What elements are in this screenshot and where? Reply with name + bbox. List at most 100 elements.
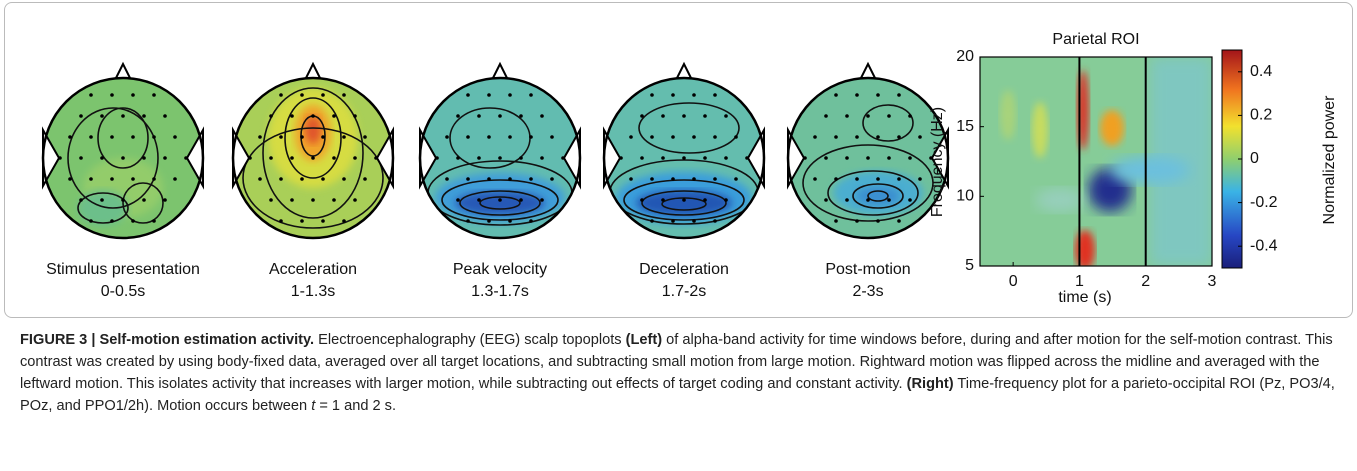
electrode (650, 177, 654, 181)
electrode (173, 135, 177, 139)
electrode (724, 114, 728, 118)
contour (262, 87, 364, 219)
electrode (363, 135, 367, 139)
contour (77, 192, 129, 224)
contour (827, 170, 919, 216)
electrode (529, 135, 533, 139)
electrode (269, 198, 273, 202)
electrode (487, 219, 491, 223)
electrode (876, 219, 880, 223)
electrode (866, 198, 870, 202)
electrode (466, 177, 470, 181)
electrode (456, 198, 460, 202)
topoplot: Acceleration 1-1.3s (231, 61, 395, 300)
electrode (897, 177, 901, 181)
topoplot-label: Peak velocity (453, 261, 547, 278)
electrode (142, 156, 146, 160)
electrode (498, 198, 502, 202)
electrode (671, 219, 675, 223)
caption-text: = 1 and 2 s. (315, 398, 397, 414)
scalp-map (43, 78, 203, 238)
electrode (110, 135, 114, 139)
electrode (300, 135, 304, 139)
electrode (79, 156, 83, 160)
electrode (456, 156, 460, 160)
electrode (540, 114, 544, 118)
electrode (445, 177, 449, 181)
topoplot: Stimulus presentation 0-0.5s (41, 61, 205, 300)
electrode (540, 198, 544, 202)
electrode (321, 219, 325, 223)
y-tick-label: 20 (956, 48, 974, 65)
electrode (152, 93, 156, 97)
electrode (508, 93, 512, 97)
electrode (131, 135, 135, 139)
topoplot: Post-motion 2-3s (786, 61, 950, 300)
caption-italic: t (311, 398, 316, 414)
electrode (332, 114, 336, 118)
electrode (100, 198, 104, 202)
electrode (142, 198, 146, 202)
colorbar-tick-label: 0 (1250, 150, 1259, 167)
electrode (79, 198, 83, 202)
electrode (342, 219, 346, 223)
contour (479, 196, 521, 210)
electrode (713, 219, 717, 223)
electrode (845, 156, 849, 160)
x-tick-label: 3 (1208, 273, 1217, 290)
contour (242, 127, 384, 229)
electrode (661, 156, 665, 160)
electrode (131, 93, 135, 97)
electrode (498, 114, 502, 118)
electrode (834, 93, 838, 97)
electrode (279, 135, 283, 139)
electrode (519, 114, 523, 118)
electrode (834, 219, 838, 223)
electrode (89, 93, 93, 97)
electrode (173, 177, 177, 181)
nose (114, 61, 132, 81)
electrode (692, 177, 696, 181)
electrode (342, 177, 346, 181)
topoplot: Peak velocity 1.3-1.7s (418, 61, 582, 300)
electrode (332, 156, 336, 160)
electrode (269, 114, 273, 118)
electrode (640, 114, 644, 118)
colorbar-tick-label: -0.4 (1250, 237, 1278, 254)
contour (867, 190, 889, 202)
head-outline (41, 76, 205, 240)
electrode (529, 177, 533, 181)
electrode (918, 177, 922, 181)
electrode (100, 114, 104, 118)
nose (491, 61, 509, 81)
electrode (692, 135, 696, 139)
topoplot-label: Deceleration (639, 261, 729, 278)
caption-bold: (Right) (906, 376, 954, 392)
electrode (703, 198, 707, 202)
contour (661, 197, 707, 211)
electrode (477, 198, 481, 202)
head-outline (786, 76, 950, 240)
x-tick-label: 0 (1009, 273, 1018, 290)
heatmap (980, 57, 1212, 266)
caption-text: Electroencephalography (EEG) scalp topop… (314, 332, 626, 348)
electrode (445, 135, 449, 139)
electrode (845, 114, 849, 118)
topoplot-label: Stimulus presentation (46, 261, 200, 278)
electrode (279, 93, 283, 97)
plot-frame (979, 56, 1213, 267)
y-axis-label: Frequency (Hz) (929, 107, 946, 217)
electrode (121, 198, 125, 202)
electrode (508, 135, 512, 139)
electrode (466, 93, 470, 97)
topoplot-label: Acceleration (269, 261, 357, 278)
electrode (477, 156, 481, 160)
electrode (110, 177, 114, 181)
electrode (887, 114, 891, 118)
caption-title: FIGURE 3 | Self-motion estimation activi… (20, 332, 315, 348)
topoplot-label: Post-motion (825, 261, 910, 278)
electrode (321, 177, 325, 181)
electrode (279, 177, 283, 181)
electrode (897, 135, 901, 139)
contour (802, 144, 934, 222)
